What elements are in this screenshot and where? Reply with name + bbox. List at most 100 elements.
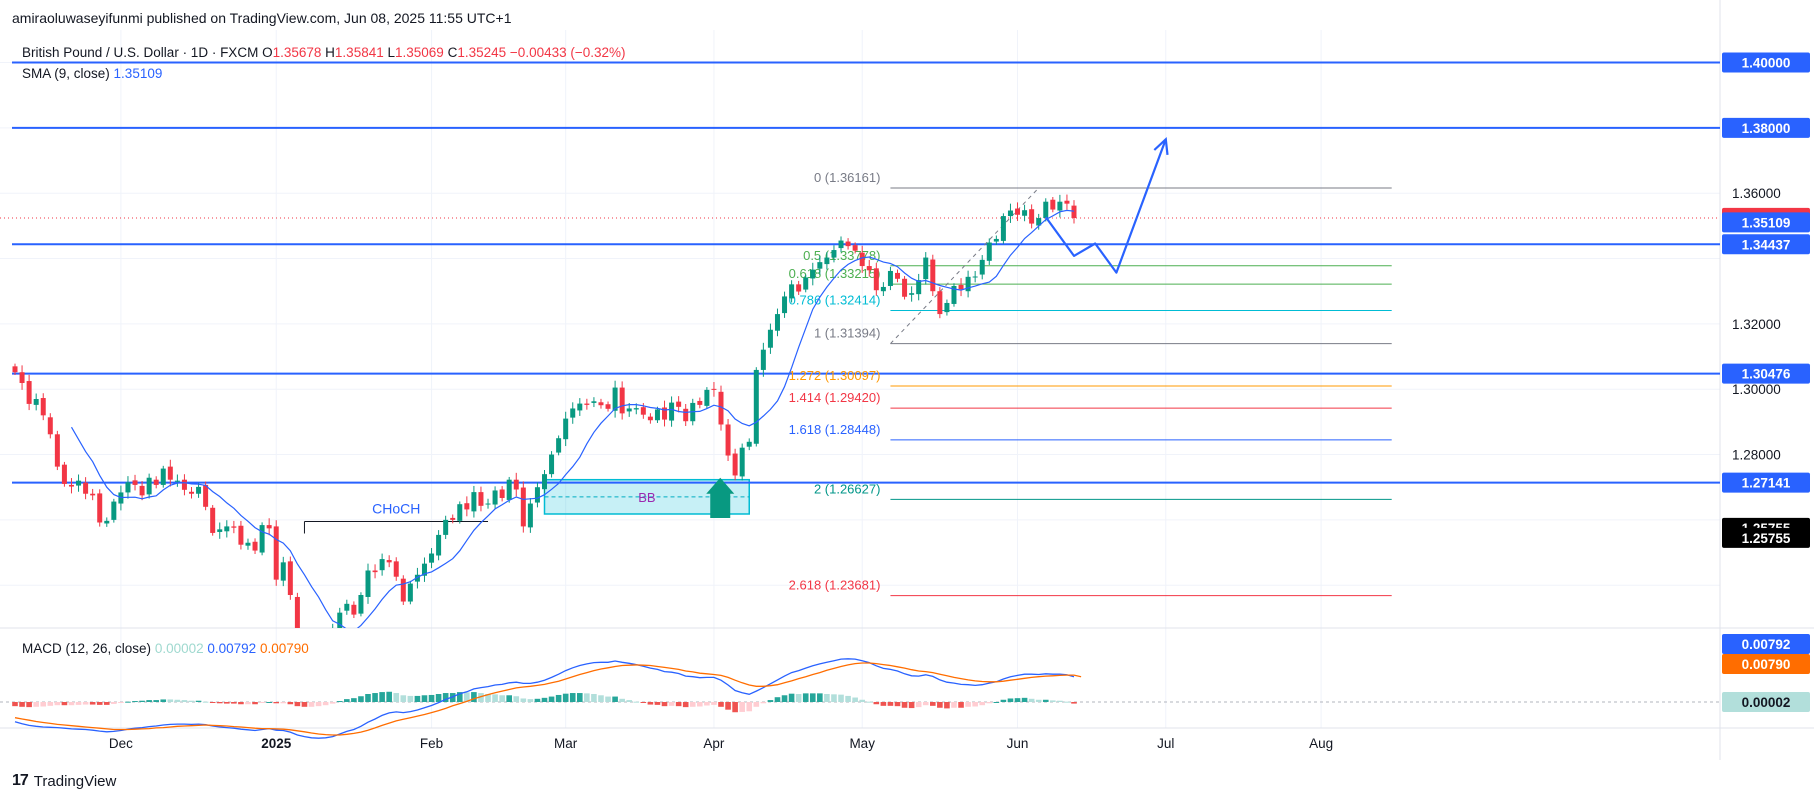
candle-body[interactable] — [845, 241, 851, 247]
candle-body[interactable] — [189, 491, 194, 494]
candle-body[interactable] — [916, 280, 922, 295]
candle-body[interactable] — [662, 407, 668, 420]
candle-body[interactable] — [429, 553, 435, 563]
candle-body[interactable] — [61, 464, 67, 484]
candle-body[interactable] — [266, 525, 272, 529]
candle-body[interactable] — [379, 559, 385, 571]
candle-body[interactable] — [895, 272, 900, 279]
candle-body[interactable] — [549, 454, 555, 475]
candle-body[interactable] — [859, 252, 865, 267]
candle-body[interactable] — [1057, 201, 1063, 211]
candle-body[interactable] — [252, 541, 258, 551]
candle-body[interactable] — [1000, 216, 1006, 241]
candle-body[interactable] — [1071, 205, 1077, 219]
candle-body[interactable] — [958, 285, 964, 290]
candle-body[interactable] — [231, 526, 237, 528]
candle-body[interactable] — [1036, 218, 1042, 226]
candle-body[interactable] — [605, 404, 611, 409]
candle-body[interactable] — [26, 381, 32, 404]
candle-body[interactable] — [563, 418, 569, 440]
candle-body[interactable] — [534, 487, 540, 503]
candle-body[interactable] — [972, 276, 978, 278]
candle-body[interactable] — [47, 417, 53, 435]
tradingview-footer[interactable]: 17 TradingView — [12, 772, 116, 790]
candle-body[interactable] — [344, 603, 350, 611]
candle-body[interactable] — [111, 501, 117, 520]
candle-body[interactable] — [852, 245, 858, 251]
candle-body[interactable] — [612, 387, 618, 411]
candle-body[interactable] — [654, 409, 660, 421]
candle-body[interactable] — [146, 477, 152, 495]
candle-body[interactable] — [965, 276, 971, 292]
candle-body[interactable] — [181, 479, 187, 490]
candle-body[interactable] — [54, 434, 60, 467]
candle-body[interactable] — [351, 604, 357, 615]
candle-body[interactable] — [83, 482, 89, 494]
candle-body[interactable] — [12, 366, 18, 373]
candle-body[interactable] — [711, 388, 717, 390]
candle-body[interactable] — [210, 507, 216, 533]
candle-body[interactable] — [153, 479, 159, 485]
candle-body[interactable] — [174, 480, 180, 482]
candle-body[interactable] — [774, 314, 780, 331]
candle-body[interactable] — [725, 424, 731, 456]
candle-body[interactable] — [40, 398, 46, 416]
candle-body[interactable] — [760, 349, 766, 370]
candle-body[interactable] — [457, 504, 463, 521]
candle-body[interactable] — [704, 389, 710, 406]
candle-body[interactable] — [513, 479, 519, 490]
candle-body[interactable] — [951, 285, 957, 304]
candle-body[interactable] — [139, 485, 145, 496]
candle-body[interactable] — [1022, 210, 1028, 216]
candle-body[interactable] — [436, 534, 442, 556]
candle-body[interactable] — [238, 525, 244, 545]
candle-body[interactable] — [866, 266, 872, 271]
candle-body[interactable] — [796, 284, 802, 292]
candle-body[interactable] — [33, 399, 39, 405]
candle-body[interactable] — [930, 259, 936, 292]
candle-body[interactable] — [323, 637, 328, 643]
candle-body[interactable] — [1015, 208, 1021, 215]
candle-body[interactable] — [697, 400, 703, 405]
candle-body[interactable] — [104, 520, 110, 524]
candle-body[interactable] — [838, 240, 844, 249]
candle-body[interactable] — [407, 583, 413, 602]
candle-body[interactable] — [542, 474, 547, 490]
candle-body[interactable] — [492, 490, 498, 505]
candle-body[interactable] — [125, 482, 131, 493]
candle-body[interactable] — [824, 257, 830, 265]
candle-body[interactable] — [732, 453, 738, 476]
candle-body[interactable] — [782, 296, 788, 314]
candle-body[interactable] — [224, 526, 230, 532]
candle-body[interactable] — [591, 401, 597, 403]
candle-body[interactable] — [739, 447, 745, 477]
candle-body[interactable] — [97, 493, 103, 523]
candle-body[interactable] — [527, 503, 533, 528]
candle-body[interactable] — [506, 479, 512, 500]
candle-body[interactable] — [753, 369, 759, 444]
candle-body[interactable] — [1064, 200, 1070, 204]
candle-body[interactable] — [577, 403, 583, 411]
candle-body[interactable] — [1029, 209, 1035, 224]
candle-body[interactable] — [993, 238, 999, 242]
candle-body[interactable] — [478, 492, 484, 506]
candle-body[interactable] — [386, 560, 392, 563]
candle-body[interactable] — [584, 403, 590, 405]
candle-body[interactable] — [421, 563, 427, 576]
candle-body[interactable] — [669, 402, 675, 421]
candle-body[interactable] — [944, 302, 950, 313]
candle-body[interactable] — [330, 629, 335, 639]
candle-body[interactable] — [1007, 210, 1013, 217]
candle-body[interactable] — [259, 525, 265, 553]
candle-body[interactable] — [499, 489, 505, 498]
candle-body[interactable] — [718, 391, 724, 425]
candle-body[interactable] — [273, 526, 279, 580]
candle-body[interactable] — [203, 484, 209, 507]
candle-body[interactable] — [309, 640, 314, 648]
candle-body[interactable] — [160, 468, 166, 485]
candle-body[interactable] — [880, 286, 886, 292]
candle-body[interactable] — [464, 503, 470, 510]
candle-body[interactable] — [831, 250, 837, 258]
candle-body[interactable] — [294, 596, 300, 647]
